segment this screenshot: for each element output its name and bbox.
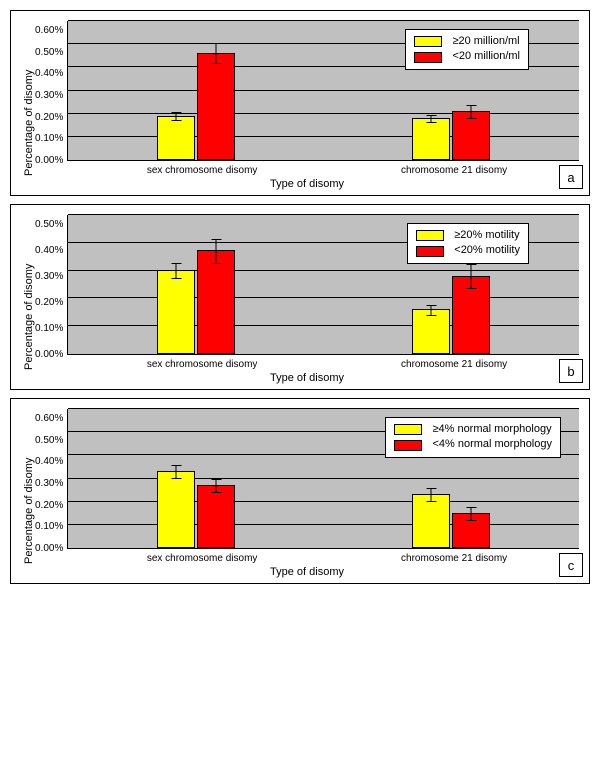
error-bar	[471, 507, 472, 520]
legend-swatch	[414, 52, 442, 63]
plot-grid: ≥20 million/ml<20 million/ml	[67, 21, 579, 161]
y-tick-label: 0.10%	[35, 134, 63, 144]
y-tick-label: 0.10%	[35, 324, 63, 334]
plot-grid: ≥20% motility<20% motility	[67, 215, 579, 355]
legend-label: ≥20 million/ml	[452, 34, 519, 49]
error-bar	[471, 264, 472, 289]
chart-panel-a: Percentage of disomy0.00% 0.10% 0.20% 0.30%…	[10, 10, 590, 196]
error-bar	[471, 105, 472, 119]
bar	[157, 471, 195, 548]
x-tick-label: sex chromosome disomy	[147, 553, 258, 564]
legend-swatch	[416, 230, 444, 241]
y-axis-label: Percentage of disomy	[21, 215, 35, 384]
x-axis-label: Type of disomy	[35, 370, 579, 384]
error-bar	[176, 263, 177, 280]
panel-tag: c	[559, 553, 583, 577]
y-axis: 0.00%0.10%0.20%0.30%0.40%0.50%0.60%	[35, 21, 67, 161]
x-tick-label: sex chromosome disomy	[147, 165, 258, 176]
bar	[197, 485, 235, 548]
plot-grid: ≥4% normal morphology<4% normal morpholo…	[67, 409, 579, 549]
chart-panel-c: Percentage of disomy0.00% 0.10% 0.20% 0.30%…	[10, 398, 590, 584]
legend-label: ≥4% normal morphology	[432, 422, 551, 437]
x-axis: sex chromosome disomy chromosome 21 disom…	[75, 161, 579, 176]
legend-swatch	[414, 36, 442, 47]
error-bar	[216, 479, 217, 493]
error-bar	[176, 465, 177, 479]
y-tick-label: 0.60%	[35, 414, 63, 424]
y-tick-label: 0.40%	[35, 246, 63, 256]
x-axis: sex chromosome disomy chromosome 21 disom…	[75, 355, 579, 370]
panel-tag: a	[559, 165, 583, 189]
y-tick-label: 0.40%	[35, 457, 63, 467]
bar-group	[412, 494, 490, 548]
legend-label: <4% normal morphology	[432, 437, 552, 452]
bar	[197, 53, 235, 160]
y-tick-label: 0.50%	[35, 220, 63, 230]
legend: ≥20% motility<20% motility	[407, 223, 529, 264]
y-axis-label: Percentage of disomy	[21, 409, 35, 578]
x-tick-label: chromosome 21 disomy	[401, 165, 507, 176]
y-tick-label: 0.50%	[35, 436, 63, 446]
legend-label: <20% motility	[454, 243, 520, 258]
bar	[412, 118, 450, 160]
bar-group	[412, 276, 490, 354]
legend: ≥4% normal morphology<4% normal morpholo…	[385, 417, 561, 458]
x-tick-label: chromosome 21 disomy	[401, 359, 507, 370]
x-axis-label: Type of disomy	[35, 564, 579, 578]
bar-group	[157, 250, 235, 354]
panel-tag: b	[559, 359, 583, 383]
legend: ≥20 million/ml<20 million/ml	[405, 29, 529, 70]
y-axis: 0.00%0.10%0.20%0.30%0.40%0.50%0.60%	[35, 409, 67, 549]
bar-group	[412, 111, 490, 160]
error-bar	[176, 112, 177, 121]
y-tick-label: 0.00%	[35, 156, 63, 166]
error-bar	[431, 488, 432, 502]
bar	[157, 116, 195, 160]
y-tick-label: 0.20%	[35, 113, 63, 123]
error-bar	[431, 115, 432, 123]
bar	[197, 250, 235, 354]
error-bar	[216, 43, 217, 64]
y-tick-label: 0.40%	[35, 69, 63, 79]
x-axis-label: Type of disomy	[35, 176, 579, 190]
error-bar	[216, 239, 217, 264]
y-axis-label: Percentage of disomy	[21, 21, 35, 190]
y-tick-label: 0.20%	[35, 298, 63, 308]
y-tick-label: 0.50%	[35, 48, 63, 58]
bar-group	[157, 471, 235, 548]
x-tick-label: chromosome 21 disomy	[401, 553, 507, 564]
legend-label: ≥20% motility	[454, 228, 519, 243]
y-axis: 0.00%0.10%0.20%0.30%0.40%0.50%	[35, 215, 67, 355]
y-tick-label: 0.00%	[35, 544, 63, 554]
legend-swatch	[394, 440, 422, 451]
y-tick-label: 0.60%	[35, 26, 63, 36]
bar	[452, 276, 490, 354]
bar	[157, 270, 195, 354]
bar	[452, 513, 490, 548]
chart-panel-b: Percentage of disomy0.00% 0.10% 0.20% 0.30%…	[10, 204, 590, 390]
x-axis: sex chromosome disomy chromosome 21 disom…	[75, 549, 579, 564]
bar-group	[157, 53, 235, 160]
bar	[412, 309, 450, 354]
legend-swatch	[394, 424, 422, 435]
legend-swatch	[416, 246, 444, 257]
y-tick-label: 0.20%	[35, 501, 63, 511]
bar	[452, 111, 490, 160]
error-bar	[431, 305, 432, 316]
bar	[412, 494, 450, 548]
y-tick-label: 0.30%	[35, 272, 63, 282]
x-tick-label: sex chromosome disomy	[147, 359, 258, 370]
y-tick-label: 0.10%	[35, 522, 63, 532]
y-tick-label: 0.30%	[35, 479, 63, 489]
legend-label: <20 million/ml	[452, 49, 520, 64]
y-tick-label: 0.30%	[35, 91, 63, 101]
y-tick-label: 0.00%	[35, 350, 63, 360]
